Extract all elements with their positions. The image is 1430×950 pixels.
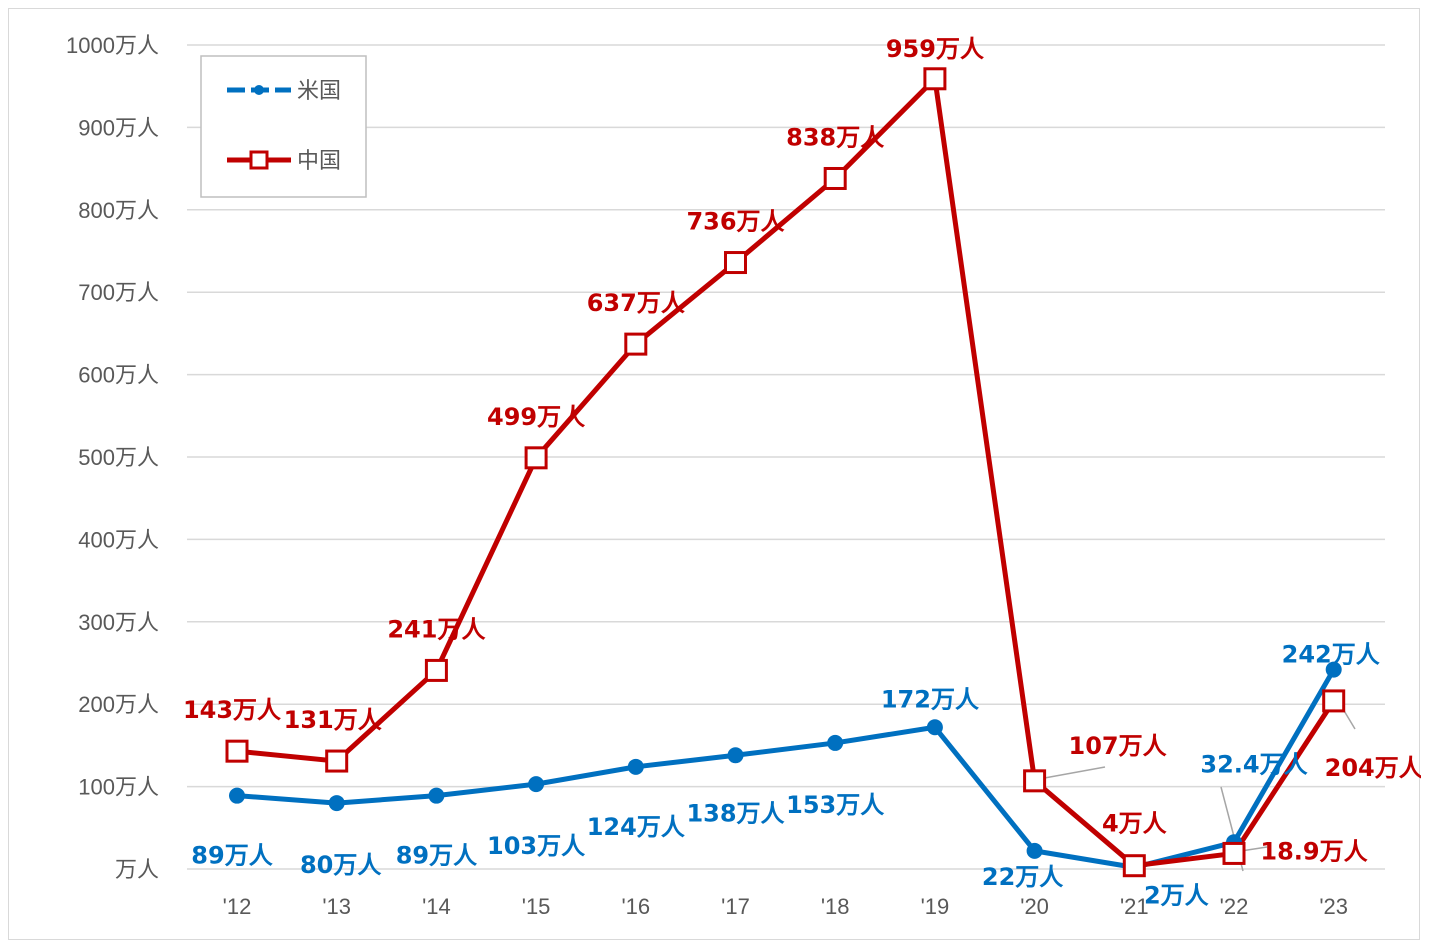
x-tick-label: '16 <box>621 894 650 919</box>
point-us <box>627 758 644 775</box>
x-axis-ticks: '12 '13 '14 '15 '16 '17 '18 '19 '20 '21 '22 '23 <box>223 894 1348 919</box>
leader-line <box>1038 766 1106 780</box>
point-us <box>827 734 844 751</box>
point-china <box>1023 769 1047 793</box>
legend-label-china: 中国 <box>297 149 341 174</box>
data-label-us: 138万人 <box>686 799 784 827</box>
x-tick-label: '12 <box>223 894 252 919</box>
data-label-china: 637万人 <box>587 289 685 317</box>
x-tick-label: '20 <box>1020 894 1049 919</box>
point-us <box>229 787 245 804</box>
x-tick-label: '13 <box>322 894 351 919</box>
point-us <box>328 795 345 812</box>
point-china <box>225 739 249 763</box>
legend: 米国 中国 <box>200 55 367 198</box>
x-tick-label: '19 <box>921 894 950 919</box>
x-tick-label: '21 <box>1120 894 1149 919</box>
x-tick-label: '15 <box>522 894 551 919</box>
y-tick-label: 300万人 <box>78 610 159 635</box>
data-label-china: 204万人 <box>1325 754 1421 782</box>
data-label-china: 143万人 <box>183 696 281 724</box>
data-label-us: 242万人 <box>1282 641 1380 669</box>
legend-marker-china <box>249 150 269 170</box>
point-china <box>524 446 548 470</box>
point-us <box>727 747 744 764</box>
data-label-us: 153万人 <box>786 791 884 819</box>
x-tick-label: '22 <box>1220 894 1249 919</box>
data-label-us: 172万人 <box>881 685 979 713</box>
y-tick-label: 400万人 <box>78 527 159 552</box>
data-label-us: 2万人 <box>1144 881 1209 909</box>
legend-box <box>200 55 367 198</box>
point-us <box>926 719 943 736</box>
point-china <box>923 67 947 91</box>
point-us <box>1325 661 1342 678</box>
data-label-china: 736万人 <box>686 208 784 236</box>
data-label-china: 499万人 <box>487 403 585 431</box>
data-label-us: 124万人 <box>587 813 685 841</box>
point-us <box>528 776 545 793</box>
x-tick-label: '17 <box>721 894 750 919</box>
point-china <box>1222 841 1246 865</box>
data-label-china: 107万人 <box>1069 732 1167 760</box>
data-label-us: 103万人 <box>487 832 585 860</box>
data-label-china: 959万人 <box>886 35 984 63</box>
y-tick-label: 200万人 <box>78 692 159 717</box>
y-tick-label: 600万人 <box>78 363 159 388</box>
y-tick-label: 100万人 <box>78 775 159 800</box>
y-tick-label: 900万人 <box>78 115 159 140</box>
x-tick-label: '18 <box>821 894 850 919</box>
legend-marker-us <box>254 85 264 95</box>
gridlines <box>187 44 1385 870</box>
point-china <box>724 251 747 275</box>
point-china <box>624 332 648 356</box>
data-label-us: 89万人 <box>191 842 272 870</box>
y-tick-label: 1000万人 <box>66 33 159 58</box>
data-label-china: 131万人 <box>284 706 382 734</box>
series-layer <box>225 67 1346 878</box>
y-tick-label: 700万人 <box>78 280 159 305</box>
point-china <box>1322 689 1346 713</box>
point-china <box>1122 854 1146 878</box>
y-axis-ticks: 万人 100万人 200万人 300万人 400万人 500万人 600万人 700万人 800… <box>66 33 159 882</box>
point-us <box>428 787 445 804</box>
y-tick-label: 万人 <box>115 857 159 882</box>
data-label-china: 4万人 <box>1102 810 1167 838</box>
line-chart: 万人 100万人 200万人 300万人 400万人 500万人 600万人 700万人 800… <box>66 33 1421 919</box>
x-tick-label: '23 <box>1319 894 1348 919</box>
y-tick-label: 800万人 <box>78 198 159 223</box>
x-tick-label: '14 <box>422 894 451 919</box>
data-label-china: 241万人 <box>387 615 485 643</box>
data-label-us: 32.4万人 <box>1200 750 1307 778</box>
legend-label-us: 米国 <box>297 79 341 104</box>
data-label-us: 22万人 <box>982 863 1063 891</box>
point-china <box>325 749 349 773</box>
point-us <box>1026 842 1043 859</box>
data-label-us: 89万人 <box>396 842 477 870</box>
y-tick-label: 500万人 <box>78 445 159 470</box>
point-china <box>823 166 847 190</box>
series-line-china <box>234 76 1337 869</box>
data-label-china: 18.9万人 <box>1260 837 1367 865</box>
point-china <box>424 658 448 682</box>
data-label-us: 80万人 <box>300 851 381 879</box>
data-label-china: 838万人 <box>786 123 884 151</box>
chart-container: 万人 100万人 200万人 300万人 400万人 500万人 600万人 700万人 800… <box>8 8 1421 940</box>
